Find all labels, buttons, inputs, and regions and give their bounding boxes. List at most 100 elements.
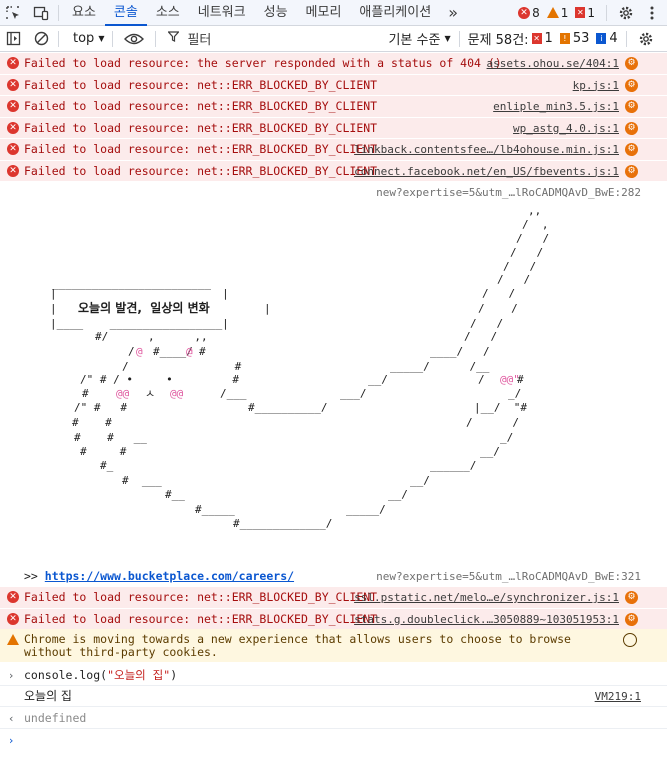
source-link[interactable]: VM219:1: [594, 690, 641, 703]
console-error-row: ✕ Failed to load resource: net::ERR_BLOC…: [0, 96, 667, 118]
return-arrow-icon: ‹: [9, 712, 14, 725]
error-icon: ✕: [7, 143, 19, 155]
svg-text:#_: #_: [100, 459, 114, 472]
extension-icon: ⚙: [625, 612, 638, 626]
svg-text:#_____________/: #_____________/: [233, 517, 332, 530]
tab-memory[interactable]: 메모리: [305, 4, 342, 20]
console-error-row: ✕ Failed to load resource: net::ERR_BLOC…: [0, 74, 667, 96]
svg-text:_____/ /__: _____/ /__: [390, 360, 490, 373]
svg-text:@@: @@: [170, 387, 184, 400]
more-options-icon[interactable]: [641, 2, 663, 24]
error-icon: ✕: [7, 164, 19, 177]
issues-summary-button[interactable]: 문제 58건: ✕ 1 ! 53 i 4: [467, 31, 618, 48]
ascii-art-slogan: 오늘의 발견, 일상의 변화: [78, 300, 210, 315]
tab-performance[interactable]: 성능: [263, 4, 288, 20]
device-toolbar-icon[interactable]: [30, 2, 52, 24]
source-link[interactable]: assets.ohou.se/404:1: [486, 57, 619, 70]
svg-text:_/: _/: [500, 431, 513, 444]
careers-link[interactable]: https://www.bucketplace.com/careers/: [44, 569, 295, 583]
extension-icon: ⚙: [625, 164, 638, 178]
svg-text:# ___: # ___: [122, 474, 162, 487]
svg-text:# #: # #: [80, 445, 127, 458]
svg-text:#__________/: #__________/: [248, 401, 327, 414]
sidebar-toggle-icon[interactable]: [2, 28, 24, 50]
chevron-down-icon: ▼: [444, 34, 451, 43]
context-selector[interactable]: top ▼: [73, 31, 105, 46]
more-tabs-button[interactable]: »: [448, 2, 458, 22]
svg-text:#/ , ,,: #/ , ,,: [95, 330, 208, 343]
clear-console-icon[interactable]: [30, 28, 52, 50]
log-levels-dropdown[interactable]: 기본 수준 ▼: [388, 33, 451, 48]
chevron-down-icon: ▼: [98, 34, 105, 43]
svg-text:|____ _________________|: |____ _________________|: [50, 317, 229, 330]
svg-text:____/ /: ____/ /: [430, 345, 490, 358]
inspect-element-icon[interactable]: [2, 2, 24, 24]
svg-text:__/: __/: [388, 488, 408, 501]
extension-icon: ⚙: [625, 78, 638, 92]
tab-elements[interactable]: 요소: [72, 4, 96, 20]
warning-icon: [546, 7, 559, 18]
issue-count-badge[interactable]: ✕ 1: [575, 5, 595, 20]
error-icon: ✕: [7, 100, 19, 112]
svg-text:#____/: #____/: [153, 345, 193, 358]
tab-application[interactable]: 애플리케이션: [359, 4, 432, 20]
svg-text:/ /: / /: [478, 302, 518, 315]
svg-text:__/: __/: [368, 373, 388, 386]
svg-text:/ /: / /: [464, 330, 497, 343]
svg-text:/ /: / /: [482, 287, 515, 300]
extension-icon: ⚙: [625, 100, 638, 113]
source-link[interactable]: enliple_min3.5.js:1: [493, 100, 619, 113]
live-expression-eye-icon[interactable]: [121, 28, 147, 50]
console-input-echo: › console.log("오늘의 집"): [0, 665, 667, 686]
filter-input[interactable]: 필터: [160, 28, 382, 50]
svg-text:/ /: / /: [470, 317, 503, 330]
issue-warning-icon: !: [559, 33, 570, 44]
svg-text:/ /: / /: [466, 416, 519, 429]
svg-text:/ /: / /: [516, 232, 549, 245]
error-icon: ✕: [7, 78, 19, 91]
source-link[interactable]: ssl.pstatic.net/melo…e/synchronizer.js:1: [354, 591, 619, 604]
console-messages: ✕ Failed to load resource: the server re…: [0, 53, 667, 203]
extension-icon: ⚙: [625, 121, 638, 135]
error-icon: ✕: [518, 6, 531, 19]
chevron-right-icon: ›: [9, 734, 14, 747]
source-link[interactable]: stats.g.doubleclick.…3050889~103051953:1: [354, 612, 619, 626]
tab-console[interactable]: 콘솔: [104, 0, 147, 26]
svg-text:| |: | |: [50, 287, 229, 300]
ascii-art-source-line: new?expertise=5&utm_…lRoCADMQAvD_BwE:282: [0, 182, 667, 203]
svg-text:|: |: [264, 302, 271, 315]
source-link[interactable]: kp.js:1: [572, 78, 619, 92]
console-toolbar: top ▼ 필터 기본 수준 ▼ 문제 58건: ✕ 1 ! 53 i 4: [0, 26, 667, 52]
svg-text:@@": @@": [500, 373, 520, 386]
extension-icon: ⚙: [625, 57, 638, 70]
source-link[interactable]: new?expertise=5&utm_…lRoCADMQAvD_BwE:321: [376, 570, 641, 583]
source-link[interactable]: connect.facebook.net/en_US/fbevents.js:1: [354, 164, 619, 178]
source-link[interactable]: wp_astg_4.0.js:1: [513, 121, 619, 135]
svg-text:/ /: / /: [497, 273, 530, 286]
warning-count-badge[interactable]: 1: [546, 6, 568, 20]
issue-error-icon: ✕: [531, 33, 542, 44]
svg-text:@: @: [136, 345, 143, 358]
ascii-art-cheeks: @ @ @@ @@ @@": [116, 345, 520, 400]
extension-icon: ⚙: [625, 143, 638, 156]
svg-text:/ /: / /: [503, 260, 536, 273]
source-link[interactable]: linkback.contentsfee…/lb4ohouse.min.js:1: [354, 143, 619, 156]
console-error-row: ✕ Failed to load resource: net::ERR_BLOC…: [0, 117, 667, 139]
console-error-row: ✕ Failed to load resource: net::ERR_BLOC…: [0, 587, 667, 609]
console-error-row: ✕ Failed to load resource: the server re…: [0, 53, 667, 75]
svg-text:# # __: # # __: [74, 431, 147, 444]
svg-text:__/: __/: [410, 474, 430, 487]
svg-text:__/: __/: [480, 445, 500, 458]
console-prompt[interactable]: ›: [0, 730, 667, 752]
tab-network[interactable]: 네트워크: [197, 4, 246, 20]
error-count-badge[interactable]: ✕ 8: [518, 6, 540, 20]
console-settings-gear-icon[interactable]: [635, 28, 657, 50]
svg-text:/" # / • • #: /" # / • • #: [80, 373, 239, 386]
settings-gear-icon[interactable]: [615, 2, 637, 24]
source-link[interactable]: new?expertise=5&utm_…lRoCADMQAvD_BwE:282: [376, 186, 641, 199]
svg-text:______/: ______/: [430, 459, 476, 472]
tab-sources[interactable]: 소스: [155, 4, 180, 20]
svg-text:#_____: #_____: [195, 503, 235, 516]
svg-text:|__/ "#: |__/ "#: [474, 401, 527, 414]
svg-text:/___: /___: [220, 387, 247, 400]
